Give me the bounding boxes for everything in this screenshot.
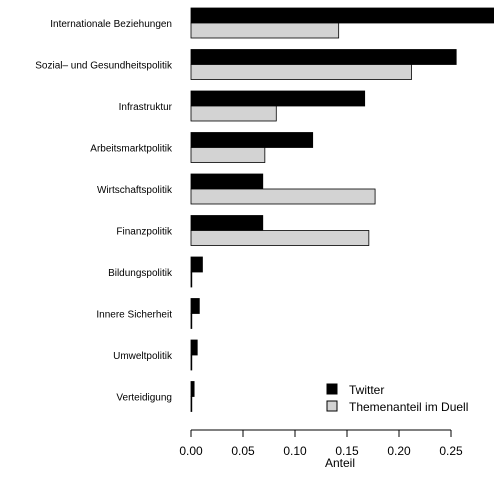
bar-duell xyxy=(190,22,340,39)
bar-twitter xyxy=(190,298,200,314)
category-label: Wirtschaftspolitik xyxy=(97,185,173,196)
bars-layer xyxy=(190,7,494,412)
bar-duell xyxy=(190,147,266,163)
bar-duell xyxy=(190,396,193,412)
bar-twitter xyxy=(190,215,264,231)
bar-duell xyxy=(190,313,193,329)
bar-duell xyxy=(190,271,193,288)
x-tick-label: 0.10 xyxy=(283,444,307,458)
bar-duell xyxy=(190,354,193,371)
x-tick-label: 0.05 xyxy=(231,444,255,458)
legend-label-twitter: Twitter xyxy=(349,383,384,397)
category-label: Finanzpolitik xyxy=(116,227,173,238)
legend-label-duell: Themenanteil im Duell xyxy=(349,400,468,414)
x-tick-label: 0.15 xyxy=(335,444,359,458)
x-axis-title: Anteil xyxy=(325,456,355,470)
category-label: Internationale Beziehungen xyxy=(50,19,172,30)
x-tick-label: 0.00 xyxy=(179,444,203,458)
bar-duell xyxy=(190,64,412,80)
bar-twitter xyxy=(190,90,366,107)
legend: Twitter Themenanteil im Duell xyxy=(326,383,468,414)
category-label: Sozial– und Gesundheitspolitik xyxy=(35,61,173,72)
bar-twitter xyxy=(190,7,494,24)
bar-duell xyxy=(190,230,370,246)
x-tick-label: 0.20 xyxy=(387,444,411,458)
legend-swatch-duell xyxy=(326,400,338,412)
category-label: Bildungspolitik xyxy=(108,268,173,279)
category-labels: Internationale Beziehungen Sozial– und Ge… xyxy=(35,19,173,404)
bar-duell xyxy=(190,188,376,205)
category-label: Verteidigung xyxy=(116,393,172,404)
x-tick-label: 0.25 xyxy=(439,444,463,458)
x-axis: 0.00 0.05 0.10 0.15 0.20 0.25 xyxy=(179,429,463,458)
category-label: Umweltpolitik xyxy=(113,351,173,362)
bar-twitter xyxy=(190,49,457,65)
bar-twitter xyxy=(190,173,264,190)
legend-swatch-twitter xyxy=(326,383,338,395)
category-label: Infrastruktur xyxy=(119,102,173,113)
bar-duell xyxy=(190,105,277,122)
bar-twitter xyxy=(190,381,195,397)
bar-twitter xyxy=(190,132,314,148)
bar-twitter xyxy=(190,339,198,356)
bar-twitter xyxy=(190,256,203,273)
category-label: Innere Sicherheit xyxy=(96,310,172,321)
category-label: Arbeitsmarktpolitik xyxy=(90,144,173,155)
